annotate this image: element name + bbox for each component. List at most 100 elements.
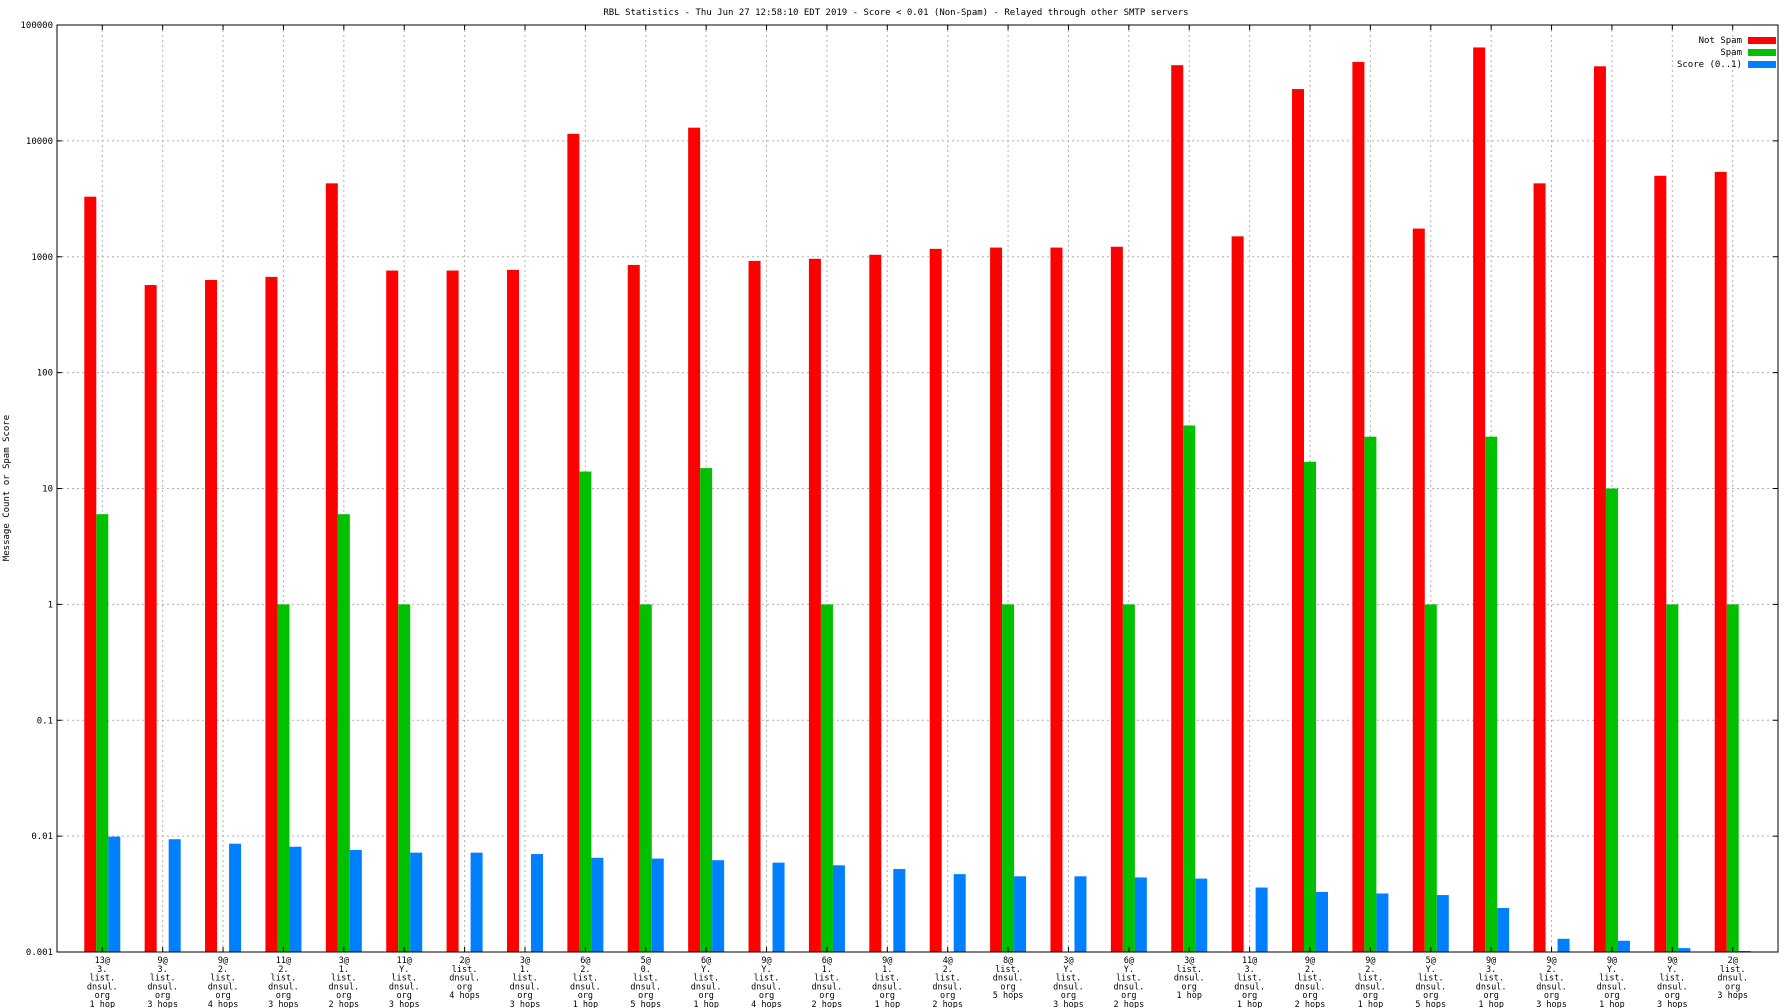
x-category-label: list. bbox=[875, 974, 901, 984]
bar-score-0-1 bbox=[1014, 876, 1027, 952]
x-category-label: org bbox=[215, 991, 230, 1001]
x-category-label: org bbox=[1000, 982, 1015, 992]
bar-spam bbox=[1304, 461, 1317, 952]
bar-score-0-1 bbox=[772, 862, 785, 952]
x-category-label: dnsul. bbox=[570, 982, 601, 992]
bar-score-0-1 bbox=[591, 857, 604, 952]
x-category-label: 1. bbox=[822, 965, 832, 975]
bar-not-spam bbox=[567, 133, 580, 952]
y-tick-label: 1000 bbox=[31, 253, 53, 263]
bar-score-0-1 bbox=[349, 849, 362, 952]
x-category-label: Y. bbox=[1426, 965, 1436, 975]
x-category-label: list. bbox=[1237, 974, 1263, 984]
x-category-label: dnsul. bbox=[1355, 982, 1386, 992]
bar-score-0-1 bbox=[229, 843, 242, 952]
bar-spam bbox=[337, 514, 350, 952]
axes-layer bbox=[56, 24, 1779, 953]
x-category-label: 2 hops bbox=[328, 1000, 359, 1008]
bar-spam bbox=[639, 604, 652, 952]
x-category-label: org bbox=[1544, 991, 1559, 1001]
x-category-label: 3 hops bbox=[1657, 1000, 1688, 1008]
x-category-label: dnsul. bbox=[1657, 982, 1688, 992]
bar-spam bbox=[1424, 604, 1437, 952]
bar-score-0-1 bbox=[1074, 876, 1087, 952]
x-category-label: dnsul. bbox=[1476, 982, 1507, 992]
bar-not-spam bbox=[1110, 246, 1123, 953]
x-category-label: 1 hop bbox=[875, 1000, 901, 1008]
x-category-label: dnsul. bbox=[872, 982, 903, 992]
x-category-label: Y. bbox=[1124, 965, 1134, 975]
x-category-label: org bbox=[1363, 991, 1378, 1001]
bar-score-0-1 bbox=[1557, 938, 1570, 952]
x-category-label: dnsul. bbox=[389, 982, 420, 992]
bar-spam bbox=[1122, 604, 1135, 952]
bar-not-spam bbox=[1412, 228, 1425, 953]
bar-not-spam bbox=[1533, 183, 1546, 952]
bar-score-0-1 bbox=[1316, 891, 1329, 952]
x-category-label: org bbox=[1483, 991, 1498, 1001]
y-tick-label: 0.01 bbox=[31, 832, 53, 842]
x-category-label: dnsul. bbox=[1415, 982, 1446, 992]
x-category-label: 9@ bbox=[1305, 956, 1315, 966]
x-category-label: Y. bbox=[1667, 965, 1677, 975]
x-category-label: dnsul. bbox=[147, 982, 178, 992]
bar-not-spam bbox=[1352, 61, 1365, 953]
x-category-label: list. bbox=[1599, 974, 1625, 984]
x-category-label: 9@ bbox=[1365, 956, 1375, 966]
x-category-label: 2. bbox=[943, 965, 953, 975]
x-category-label: dnsul. bbox=[1295, 982, 1326, 992]
x-category-label: org bbox=[1061, 991, 1076, 1001]
bar-score-0-1 bbox=[168, 839, 181, 952]
x-category-label: list. bbox=[1539, 974, 1565, 984]
x-category-label: 5 hops bbox=[993, 991, 1024, 1001]
x-category-label: Y. bbox=[701, 965, 711, 975]
bar-not-spam bbox=[1050, 247, 1063, 952]
x-category-label: 9@ bbox=[218, 956, 228, 966]
bar-spam bbox=[277, 604, 290, 952]
bar-not-spam bbox=[1171, 65, 1184, 952]
bar-not-spam bbox=[446, 270, 459, 952]
bar-not-spam bbox=[506, 269, 519, 952]
bar-spam bbox=[1726, 604, 1739, 952]
x-category-label: dnsul. bbox=[630, 982, 661, 992]
bar-score-0-1 bbox=[530, 854, 543, 952]
chart-title: RBL Statistics - Thu Jun 27 12:58:10 EDT… bbox=[603, 8, 1188, 18]
x-category-label: list. bbox=[935, 974, 961, 984]
legend-swatch bbox=[1748, 37, 1776, 44]
x-category-label: dnsul. bbox=[1536, 982, 1567, 992]
x-category-label: dnsul. bbox=[812, 982, 843, 992]
x-category-label: 1. bbox=[339, 965, 349, 975]
x-category-label: Y. bbox=[761, 965, 771, 975]
x-category-label: 2. bbox=[1546, 965, 1556, 975]
x-category-label: org bbox=[517, 991, 532, 1001]
bar-score-0-1 bbox=[1255, 887, 1268, 952]
x-category-label: list. bbox=[573, 974, 599, 984]
bar-not-spam bbox=[1593, 66, 1606, 952]
x-category-label: org bbox=[1423, 991, 1438, 1001]
y-tick-label: 10000 bbox=[26, 137, 53, 147]
x-category-label: 3. bbox=[158, 965, 168, 975]
x-category-label: 3@ bbox=[1184, 956, 1194, 966]
bar-spam bbox=[1485, 436, 1498, 953]
x-category-label: 2. bbox=[1305, 965, 1315, 975]
x-category-label: org bbox=[95, 991, 110, 1001]
bar-spam bbox=[579, 471, 592, 952]
x-category-label: 1 hop bbox=[1599, 1000, 1625, 1008]
x-category-label: 11@ bbox=[397, 956, 412, 966]
x-category-label: 5@ bbox=[1426, 956, 1436, 966]
x-category-label: dnsul. bbox=[1053, 982, 1084, 992]
x-category-label: org bbox=[880, 991, 895, 1001]
bar-score-0-1 bbox=[1436, 895, 1449, 952]
x-category-label: 9@ bbox=[1546, 956, 1556, 966]
x-category-label: list. bbox=[1660, 974, 1686, 984]
legend-swatch bbox=[1748, 49, 1776, 56]
x-category-label: 3@ bbox=[339, 956, 349, 966]
x-category-label: org bbox=[1242, 991, 1257, 1001]
y-tick-label: 10 bbox=[42, 485, 53, 495]
bar-score-0-1 bbox=[953, 874, 966, 952]
x-category-label: dnsul. bbox=[1597, 982, 1628, 992]
x-category-label: list. bbox=[210, 974, 236, 984]
x-category-label: list. bbox=[1297, 974, 1323, 984]
x-category-label: dnsul. bbox=[932, 982, 963, 992]
